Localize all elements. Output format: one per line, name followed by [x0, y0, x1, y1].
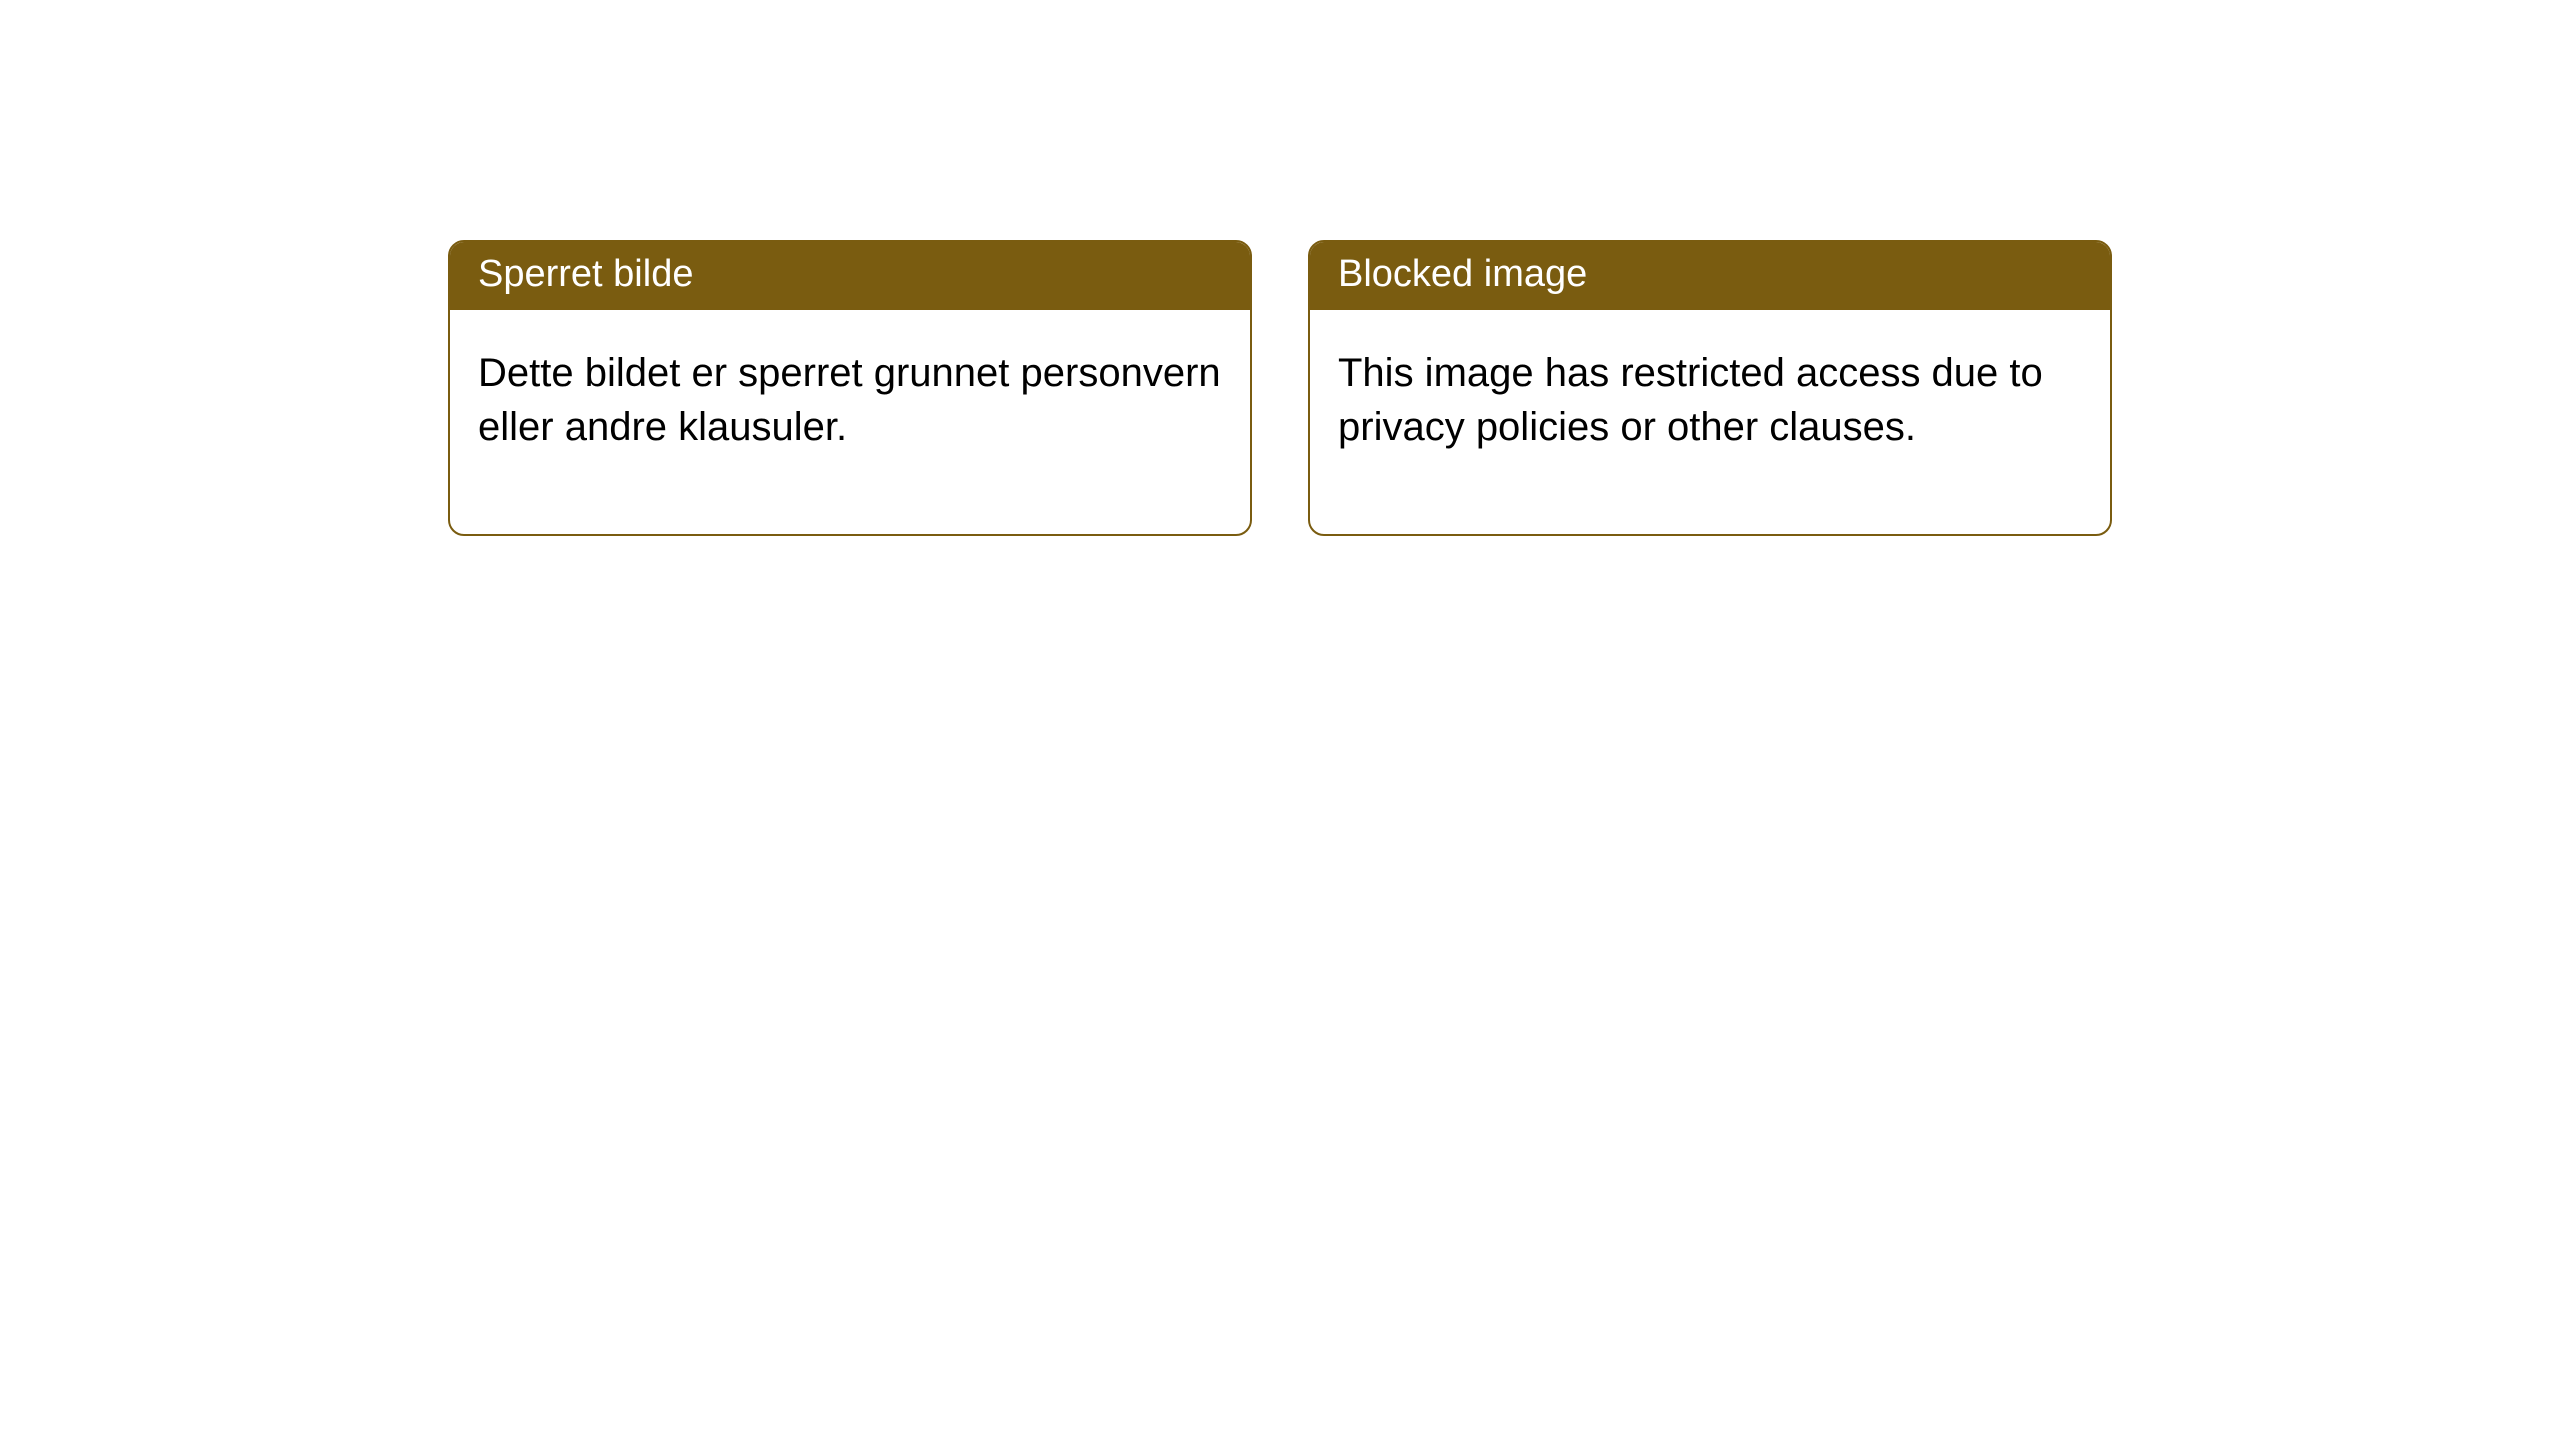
- panel-english: Blocked image This image has restricted …: [1308, 240, 2112, 536]
- panel-body-norwegian: Dette bildet er sperret grunnet personve…: [450, 310, 1250, 534]
- panel-body-english: This image has restricted access due to …: [1310, 310, 2110, 534]
- panel-title-norwegian: Sperret bilde: [450, 242, 1250, 310]
- notice-panels: Sperret bilde Dette bildet er sperret gr…: [448, 240, 2112, 536]
- panel-norwegian: Sperret bilde Dette bildet er sperret gr…: [448, 240, 1252, 536]
- panel-title-english: Blocked image: [1310, 242, 2110, 310]
